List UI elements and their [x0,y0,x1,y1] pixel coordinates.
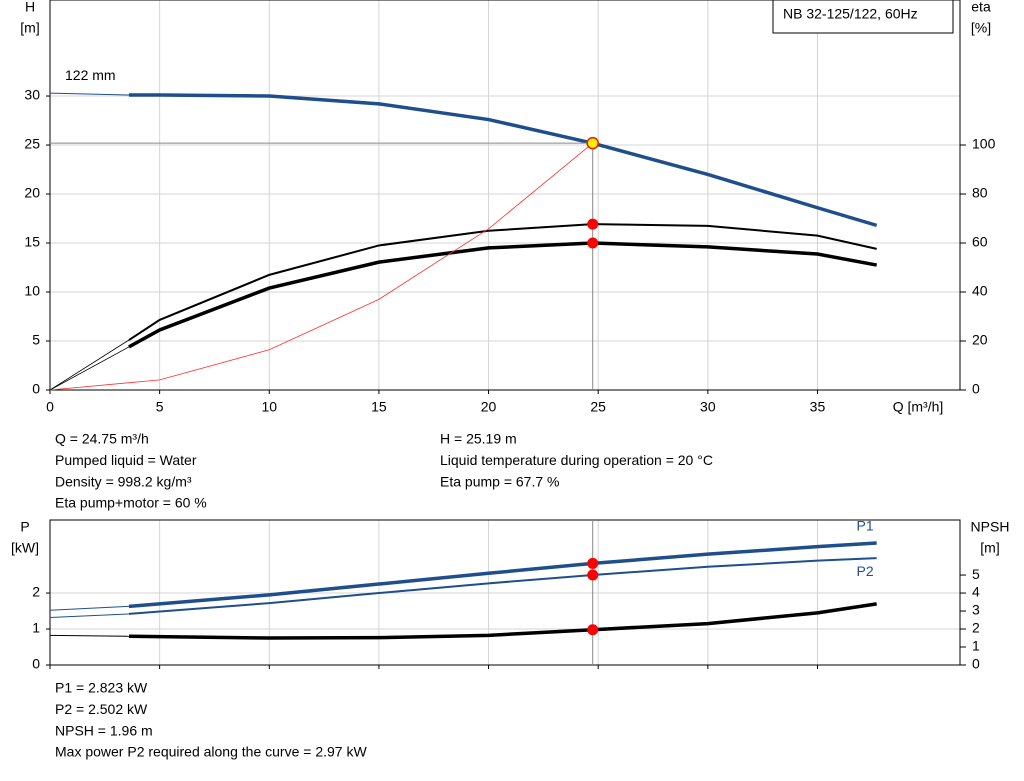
plot-frame [49,519,961,666]
y-tick-label: 20 [24,185,40,201]
x-tick-label: 5 [156,399,164,415]
curve [49,634,129,637]
x-tick-label: 0 [46,399,54,415]
curve [128,93,878,228]
note: Q = 24.75 m³/h [55,431,149,447]
y2-axis-label: [%] [971,20,991,36]
note: Eta pump = 67.7 % [440,473,559,489]
x-axis-label: Q [m³/h] [893,399,944,415]
curve [49,613,129,619]
y2-axis-label: eta [971,0,991,15]
operating-point [586,136,599,150]
x-tick-label: 10 [261,399,277,415]
x-tick-label: 15 [371,399,387,415]
y2-axis-label: NPSH [971,519,1010,535]
y-tick-label: 15 [24,234,40,250]
y2-tick-label: 5 [972,566,980,582]
y-tick-label: 0 [32,656,40,672]
x-tick-label: 25 [590,399,606,415]
x-tick-label: 35 [810,399,826,415]
y2-tick-label: 2 [972,620,980,636]
y-axis-label: P [20,519,29,535]
y-axis-label: H [25,0,35,15]
curve [49,339,130,391]
y2-tick-label: 0 [972,656,980,672]
y2-tick-label: 40 [972,283,988,299]
note: NPSH = 1.96 m [55,722,153,738]
y-tick-label: 2 [32,584,40,600]
legend-text: NB 32-125/122, 60Hz [783,6,918,22]
y-tick-label: 5 [32,332,40,348]
note: P2 = 2.502 kW [55,701,148,717]
curve [49,346,130,391]
y2-axis-label: [m] [980,540,999,556]
y-axis-label: [m] [20,20,39,36]
curve [128,241,877,349]
note: Density = 998.2 kg/m³ [55,473,192,489]
y2-tick-label: 1 [972,638,980,654]
curve [128,557,877,615]
legend-box [772,0,954,34]
y2-tick-label: 20 [972,332,988,348]
operating-point [587,624,599,636]
operating-point [587,237,599,249]
y-tick-label: 0 [32,381,40,397]
curve [49,142,593,391]
curve [128,541,877,609]
operating-point [587,557,599,569]
series-label: P2 [857,563,874,579]
plot-frame [49,0,961,391]
operating-point [587,218,599,230]
y-tick-label: 1 [32,620,40,636]
y-axis-label: [kW] [11,540,39,556]
y2-tick-label: 4 [972,584,980,600]
y-tick-label: 10 [24,283,40,299]
annotation: 122 mm [65,67,116,83]
curve [49,605,129,611]
note: Liquid temperature during operation = 20… [440,452,713,468]
y2-tick-label: 100 [972,136,996,152]
x-tick-label: 20 [481,399,497,415]
y-tick-label: 30 [24,87,40,103]
note: Eta pump+motor = 60 % [55,495,207,511]
series-label: P1 [857,518,874,534]
y2-tick-label: 80 [972,185,988,201]
curve [49,92,129,96]
note: H = 25.19 m [440,431,517,447]
y-tick-label: 25 [24,136,40,152]
y2-tick-label: 0 [972,381,980,397]
y2-tick-label: 60 [972,234,988,250]
note: Pumped liquid = Water [55,452,197,468]
note: Max power P2 required along the curve = … [55,744,367,760]
curve [128,602,877,640]
operating-point [587,569,599,581]
y2-tick-label: 3 [972,602,980,618]
curve [128,223,877,341]
note: P1 = 2.823 kW [55,680,148,696]
x-tick-label: 30 [700,399,716,415]
